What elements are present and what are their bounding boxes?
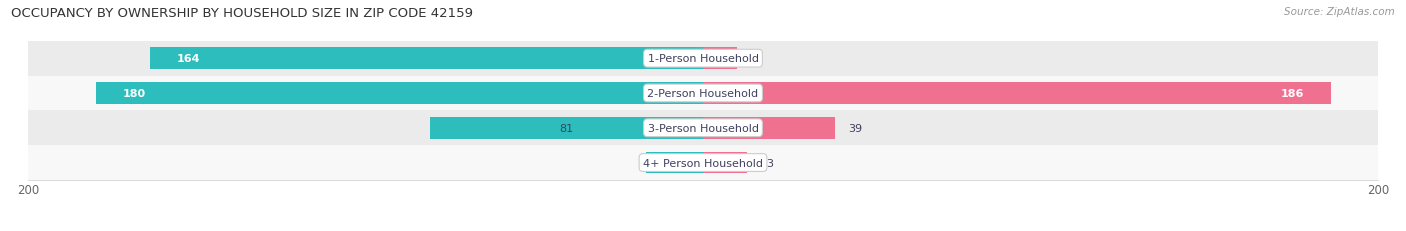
Bar [703, 83, 1330, 104]
Bar [28, 146, 1378, 180]
Text: 164: 164 [177, 54, 200, 64]
Text: 17: 17 [641, 158, 655, 168]
Text: 10: 10 [751, 54, 765, 64]
Bar [28, 111, 1378, 146]
Text: 1-Person Household: 1-Person Household [648, 54, 758, 64]
Bar [28, 76, 1378, 111]
Bar [430, 118, 703, 139]
Bar [703, 152, 747, 174]
Text: 13: 13 [761, 158, 775, 168]
Text: 4+ Person Household: 4+ Person Household [643, 158, 763, 168]
Bar [96, 83, 703, 104]
Text: OCCUPANCY BY OWNERSHIP BY HOUSEHOLD SIZE IN ZIP CODE 42159: OCCUPANCY BY OWNERSHIP BY HOUSEHOLD SIZE… [11, 7, 474, 20]
Text: 180: 180 [122, 88, 146, 99]
Text: 3-Person Household: 3-Person Household [648, 123, 758, 133]
Bar [645, 152, 703, 174]
Text: 81: 81 [560, 123, 574, 133]
Bar [703, 118, 835, 139]
Bar [149, 48, 703, 70]
Bar [28, 42, 1378, 76]
Text: Source: ZipAtlas.com: Source: ZipAtlas.com [1284, 7, 1395, 17]
Text: 39: 39 [848, 123, 862, 133]
Text: 186: 186 [1281, 88, 1303, 99]
Text: 2-Person Household: 2-Person Household [647, 88, 759, 99]
Bar [703, 48, 737, 70]
